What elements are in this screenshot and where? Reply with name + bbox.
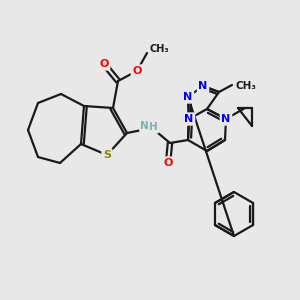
Text: O: O [163, 158, 173, 168]
Text: O: O [99, 59, 109, 69]
Text: N: N [183, 92, 193, 102]
Text: N: N [184, 114, 194, 124]
Text: CH₃: CH₃ [150, 44, 170, 54]
Text: S: S [103, 150, 111, 160]
Text: CH₃: CH₃ [235, 81, 256, 91]
Text: H: H [148, 122, 158, 132]
Text: N: N [221, 114, 231, 124]
Text: O: O [132, 66, 142, 76]
Text: N: N [140, 121, 149, 131]
Text: N: N [198, 81, 208, 91]
